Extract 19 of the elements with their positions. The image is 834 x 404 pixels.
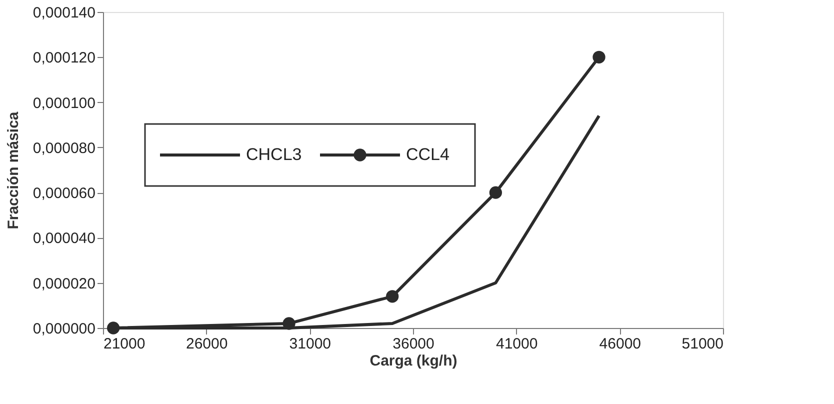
x-tick-label: 36000 xyxy=(392,336,434,352)
y-tick-label: 0,000060 xyxy=(32,185,96,202)
legend-label: CCL4 xyxy=(406,145,450,164)
x-tick-label: 46000 xyxy=(599,336,642,352)
y-tick-label: 0,000040 xyxy=(32,230,96,248)
y-tick-label: 0,000100 xyxy=(32,94,96,112)
legend-label: CHCL3 xyxy=(246,145,302,164)
x-tick-label: 31000 xyxy=(289,336,332,352)
x-axis-title: Carga (kg/h) xyxy=(370,352,458,370)
y-tick-label: 0,000080 xyxy=(32,140,96,157)
x-tick-label: 41000 xyxy=(496,336,538,352)
y-tick-label: 0,000020 xyxy=(32,275,96,292)
y-tick-label: 0,000000 xyxy=(32,320,96,338)
y-tick-label: 0,000140 xyxy=(32,4,96,22)
x-tick-label: 51000 xyxy=(682,336,724,352)
x-tick-label: 26000 xyxy=(186,336,228,352)
y-tick-label: 0,000120 xyxy=(32,50,96,67)
x-tick-label: 21000 xyxy=(104,336,146,352)
y-axis-title: Fracción másica xyxy=(4,111,22,230)
